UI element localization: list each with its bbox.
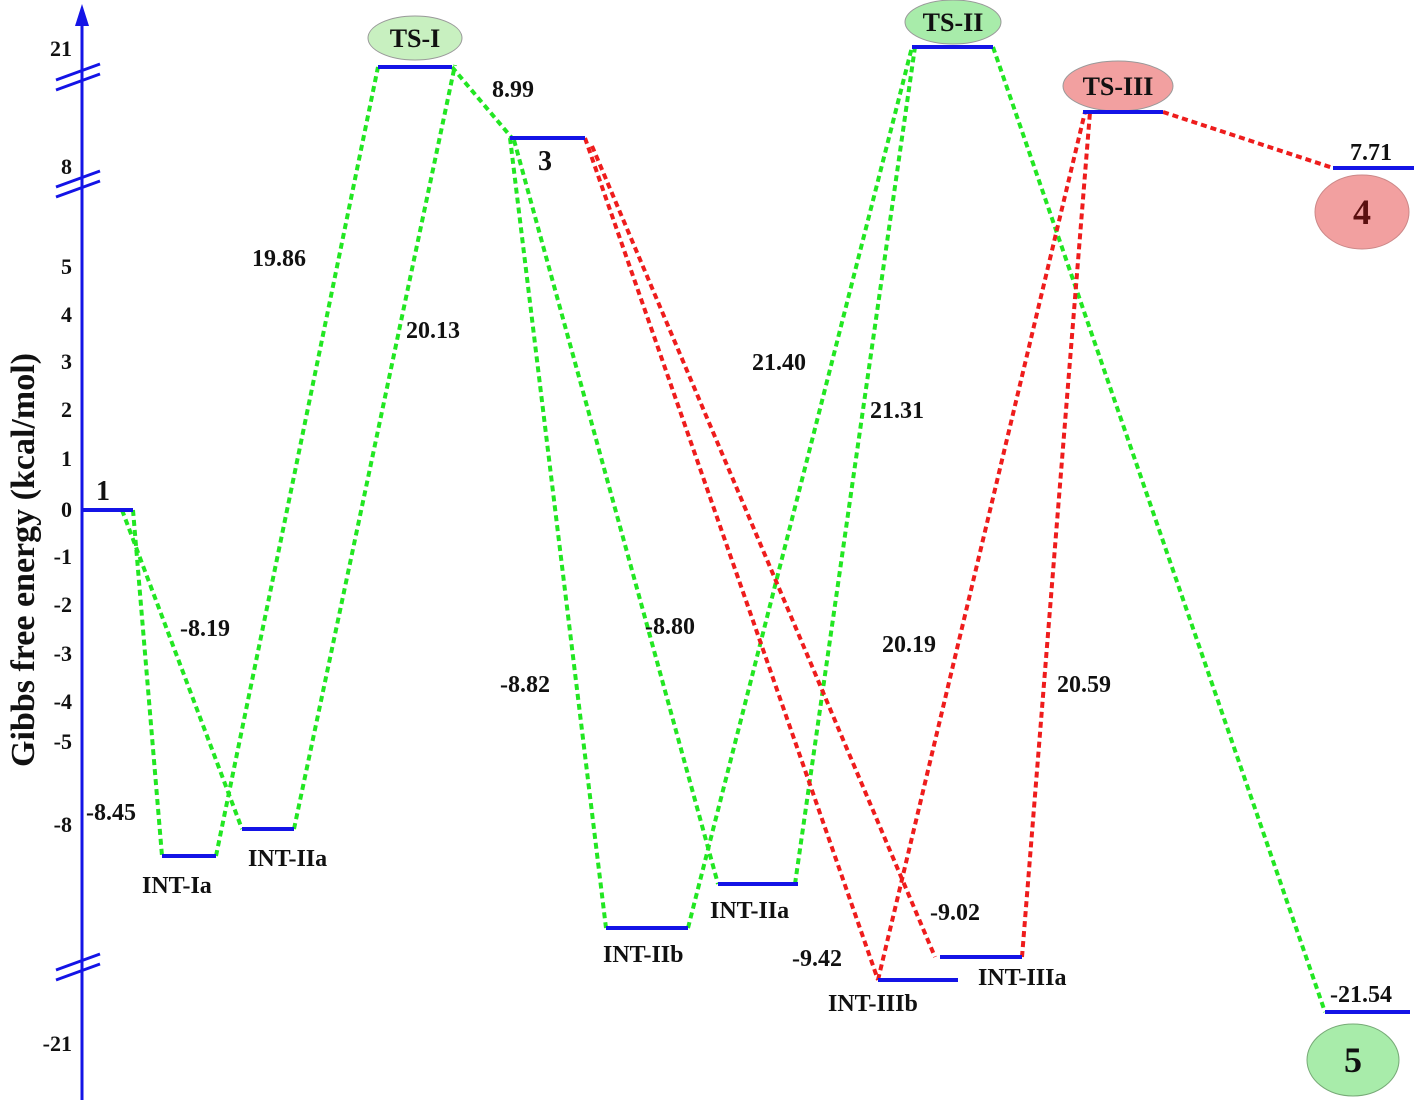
barrier-label: 20.19 xyxy=(882,632,936,658)
barrier-label: -8.80 xyxy=(645,614,695,640)
state-label: INT-IIa xyxy=(248,846,327,872)
barrier-label: -9.02 xyxy=(930,900,980,926)
state-label: INT-IIIb xyxy=(828,991,918,1017)
state-label: TS-III xyxy=(1083,72,1154,101)
barrier-label: -8.82 xyxy=(500,672,550,698)
oval xyxy=(367,15,463,61)
barrier-label: -9.42 xyxy=(792,946,842,972)
tick-label: 3 xyxy=(61,349,72,374)
ovals xyxy=(367,0,1410,1097)
axis-arrow xyxy=(75,4,89,26)
state-label: TS-I xyxy=(390,24,441,53)
tick-label: 0 xyxy=(61,497,72,522)
level-value: 7.71 xyxy=(1350,140,1392,166)
state-label: 4 xyxy=(1353,192,1371,232)
axis: Gibbs free energy (kcal/mol) 21 8 5 4 3 … xyxy=(5,4,101,1100)
tick-label: 21 xyxy=(50,36,72,61)
tick-label: -4 xyxy=(54,689,72,714)
state-label: 3 xyxy=(538,146,552,177)
state-label: INT-IIa xyxy=(710,898,789,924)
state-label: INT-Ia xyxy=(142,873,212,899)
tick-label: -8 xyxy=(54,812,72,837)
barrier-label: -8.19 xyxy=(180,616,230,642)
state-label: INT-IIIa xyxy=(978,965,1067,991)
state-labels: 1 INT-Ia INT-IIa TS-I 3 INT-IIb INT-IIa … xyxy=(96,8,1371,1080)
tick-label: 2 xyxy=(61,397,72,422)
axis-title: Gibbs free energy (kcal/mol) xyxy=(5,353,42,767)
barrier-label: 21.31 xyxy=(870,398,924,424)
barrier-label: -8.45 xyxy=(86,800,136,826)
barrier-label: 20.13 xyxy=(406,318,460,344)
barrier-label: 21.40 xyxy=(752,350,806,376)
state-label: TS-II xyxy=(923,8,984,37)
barrier-label: 20.59 xyxy=(1057,672,1111,698)
oval xyxy=(904,0,1002,45)
tick-label: -3 xyxy=(54,641,72,666)
energy-labels: 7.71 -21.54 -8.45 -8.19 19.86 20.13 8.99… xyxy=(86,77,1392,1008)
connectors xyxy=(120,46,1334,1013)
tick-label: 1 xyxy=(61,446,72,471)
tick-label: -5 xyxy=(54,729,72,754)
tick-label: -21 xyxy=(43,1031,72,1056)
barrier-label: 19.86 xyxy=(252,246,306,272)
tick-label: -1 xyxy=(54,544,72,569)
level-value: -21.54 xyxy=(1330,982,1392,1008)
oval xyxy=(1314,174,1410,250)
state-label: INT-IIb xyxy=(603,942,684,968)
levels xyxy=(82,45,1414,1014)
tick-label: -2 xyxy=(54,592,72,617)
axis-breaks xyxy=(55,62,101,982)
tick-label: 8 xyxy=(61,154,72,179)
barrier-label: 8.99 xyxy=(492,77,534,103)
state-label: 5 xyxy=(1344,1040,1362,1080)
oval xyxy=(1306,1023,1400,1097)
state-label: 1 xyxy=(96,476,110,507)
tick-label: 5 xyxy=(61,254,72,279)
tick-label: 4 xyxy=(61,302,72,327)
